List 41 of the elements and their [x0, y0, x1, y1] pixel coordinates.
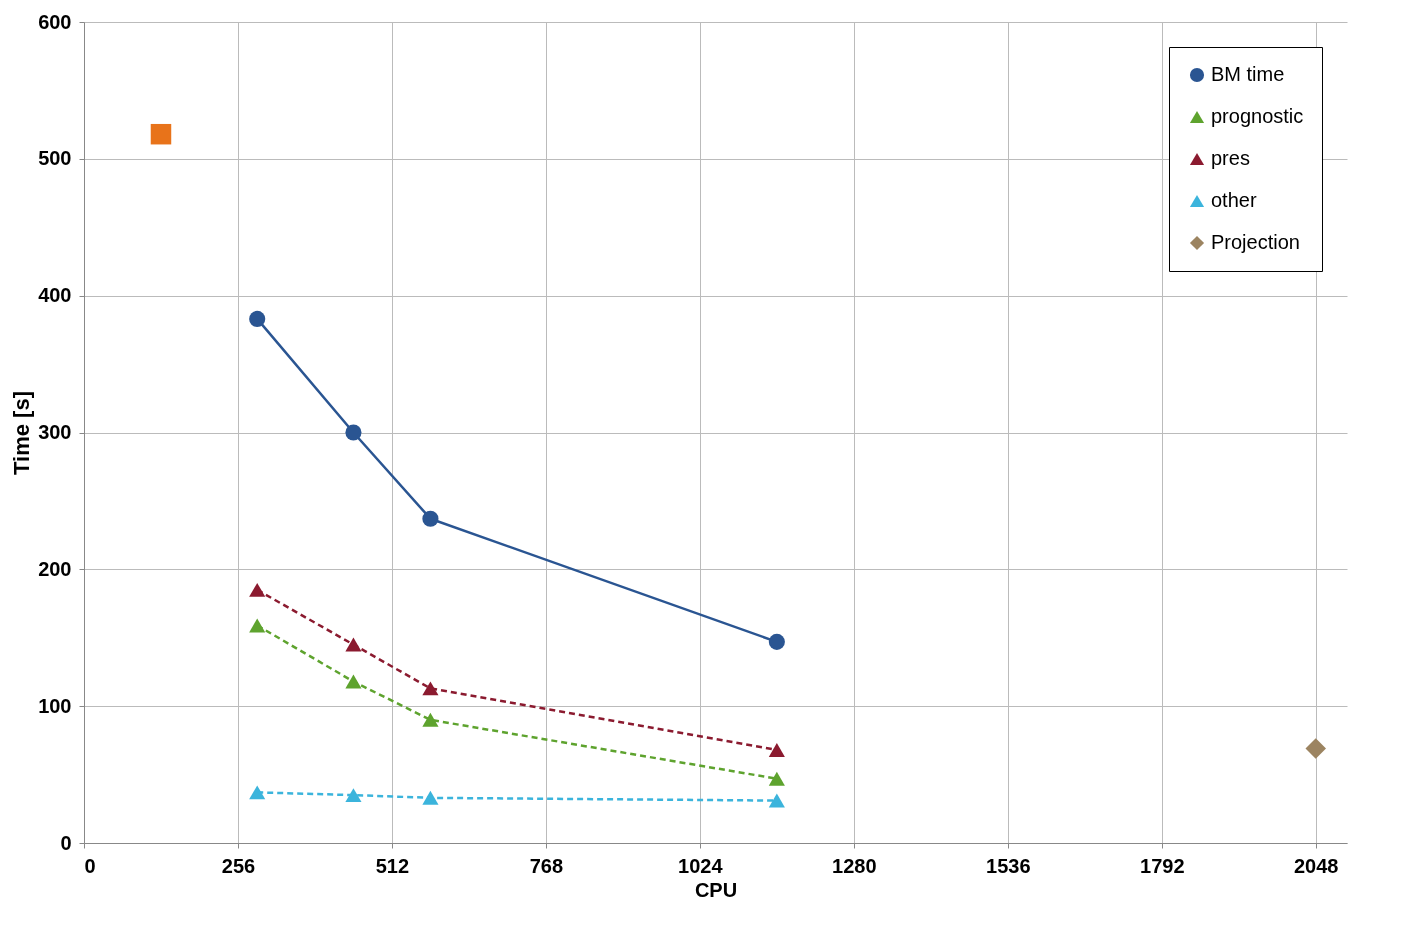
point [249, 785, 266, 800]
legend-label: BM time [1211, 63, 1285, 85]
x-tick-label: 1536 [986, 854, 1031, 877]
x-axis-title: CPU [694, 878, 738, 901]
point [345, 424, 362, 441]
y-tick-label: 500 [38, 147, 72, 170]
point [150, 123, 172, 145]
y-tick-label: 400 [38, 284, 72, 307]
point [249, 310, 266, 327]
point [422, 510, 439, 527]
x-tick-label: 768 [529, 854, 564, 877]
y-axis-title: Time [s] [9, 391, 35, 475]
point [345, 674, 362, 689]
x-tick-label: 512 [375, 854, 410, 877]
point [249, 618, 266, 633]
y-tick-label: 0 [60, 831, 72, 854]
point [422, 681, 439, 696]
x-tick-label: 1024 [678, 854, 724, 877]
point [768, 742, 785, 757]
x-tick-label: 0 [84, 854, 96, 877]
legend-label: other [1211, 189, 1257, 211]
point [768, 633, 785, 650]
point [249, 582, 266, 597]
legend-label: Projection [1211, 231, 1300, 253]
x-tick-label: 2048 [1293, 854, 1339, 877]
y-tick-label: 300 [38, 421, 72, 443]
point [422, 712, 439, 727]
legend-label: pres [1211, 147, 1250, 169]
point [422, 790, 439, 805]
point [768, 771, 785, 786]
point [1305, 738, 1326, 759]
x-tick-label: 1280 [832, 854, 877, 877]
point [345, 637, 362, 652]
legend-label: prognostic [1211, 105, 1304, 127]
y-tick-label: 100 [38, 694, 72, 717]
x-tick-label: 256 [221, 854, 256, 877]
point [345, 788, 362, 803]
y-tick-label: 200 [38, 557, 72, 580]
x-tick-label: 1792 [1140, 854, 1185, 877]
y-tick-label: 600 [38, 10, 72, 33]
point [768, 793, 785, 808]
